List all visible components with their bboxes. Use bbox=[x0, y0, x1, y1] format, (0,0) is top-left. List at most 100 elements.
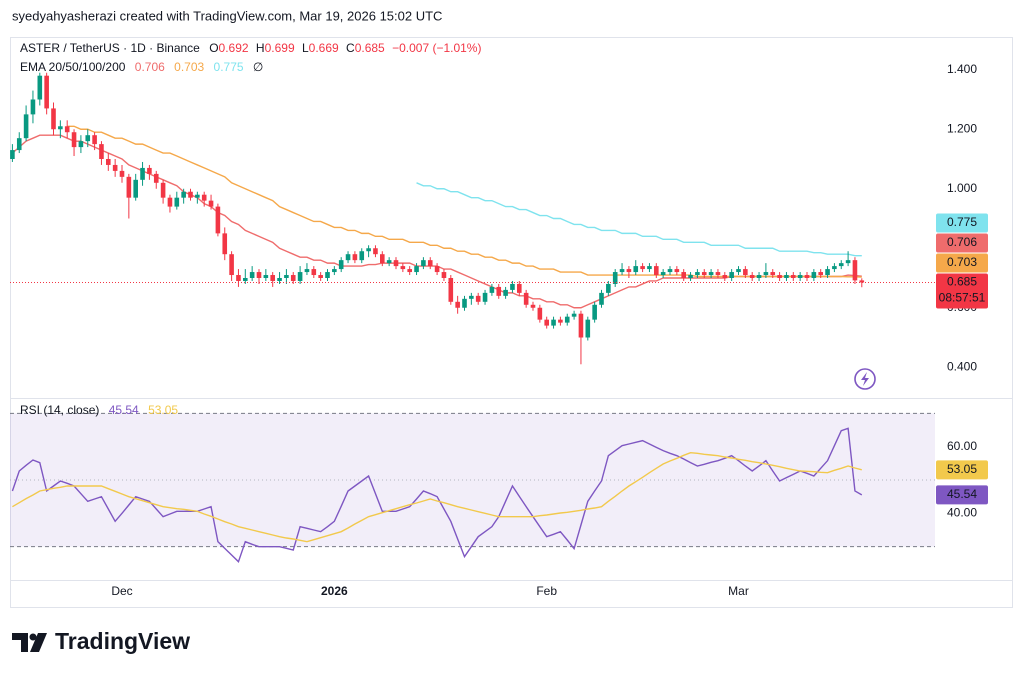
logo-shape bbox=[12, 633, 28, 652]
candle-body bbox=[667, 269, 673, 273]
ema-legend: EMA 20/50/100/200 0.706 0.703 0.775 ∅ bbox=[20, 60, 263, 74]
ema-value: 0.706 bbox=[135, 60, 165, 74]
rsi-value: 45.54 bbox=[109, 403, 139, 417]
candle-body bbox=[825, 269, 830, 276]
close-value: 0.685 bbox=[355, 41, 385, 55]
candle-body bbox=[852, 260, 858, 281]
indicator-badge bbox=[936, 460, 988, 480]
candle-body bbox=[352, 254, 358, 261]
candle-body bbox=[270, 275, 275, 281]
candle-body bbox=[297, 272, 303, 281]
y-tick-label: 1.000 bbox=[947, 181, 977, 195]
candle-body bbox=[147, 167, 152, 174]
candle-body bbox=[119, 170, 125, 177]
low-value: 0.669 bbox=[309, 41, 339, 55]
ohlc-letter: H bbox=[256, 41, 265, 55]
candle-body bbox=[421, 260, 426, 267]
candle-body bbox=[818, 272, 823, 276]
chart-frame bbox=[10, 37, 1013, 608]
candle-body bbox=[140, 167, 145, 180]
candle-body bbox=[304, 269, 310, 273]
rsi-ma-value: 53.05 bbox=[148, 403, 178, 417]
candle-body bbox=[832, 266, 837, 270]
candle-body bbox=[71, 132, 77, 148]
candle-body bbox=[263, 275, 269, 278]
candle-body bbox=[434, 266, 440, 273]
x-tick-label: Dec bbox=[111, 584, 132, 598]
candle-body bbox=[558, 319, 563, 323]
indicator-badge-label: 0.703 bbox=[947, 255, 977, 269]
candle-body bbox=[133, 179, 138, 198]
candle-body bbox=[701, 272, 707, 276]
candle-body bbox=[23, 114, 29, 139]
header: syedyahyasherazi created with TradingVie… bbox=[12, 8, 442, 23]
alert-icon[interactable] bbox=[854, 368, 876, 390]
ema-title: EMA 20/50/100/200 bbox=[20, 60, 126, 74]
candle-body bbox=[249, 272, 255, 278]
candle-body bbox=[427, 260, 433, 267]
candle-body bbox=[400, 266, 406, 270]
candle-body bbox=[626, 269, 632, 273]
logo-shape bbox=[29, 633, 37, 641]
candle-body bbox=[619, 269, 625, 273]
candle-body bbox=[92, 135, 97, 145]
indicator-badge-label: 0.706 bbox=[947, 235, 977, 249]
ema-value: 0.703 bbox=[174, 60, 204, 74]
candle-body bbox=[482, 292, 488, 302]
candle-body bbox=[325, 272, 330, 278]
indicator-badge bbox=[936, 485, 988, 505]
candle-body bbox=[469, 295, 474, 299]
candle-body bbox=[551, 319, 556, 326]
candle-body bbox=[112, 164, 118, 171]
price-badge bbox=[936, 273, 988, 309]
alert-bolt bbox=[861, 372, 869, 386]
indicator-badge bbox=[936, 213, 988, 233]
candle-body bbox=[756, 275, 762, 278]
candle-body bbox=[455, 301, 460, 308]
candle-body bbox=[510, 283, 515, 290]
candle-body bbox=[188, 191, 193, 198]
candle-body bbox=[517, 283, 522, 293]
price-legend: ASTER / TetherUS · 1D · Binance O0.692 H… bbox=[20, 41, 481, 55]
candle-body bbox=[674, 269, 680, 273]
candle-body bbox=[174, 197, 180, 207]
candle-body bbox=[660, 272, 666, 276]
y-tick-label: 0.400 bbox=[947, 359, 977, 373]
change-label: −0.007 (−1.01%) bbox=[392, 41, 481, 55]
ema-missing: ∅ bbox=[253, 60, 263, 74]
candle-body bbox=[462, 298, 467, 308]
candle-body bbox=[523, 292, 529, 305]
candle-body bbox=[777, 275, 782, 278]
candle-body bbox=[681, 272, 686, 278]
candle-body bbox=[10, 150, 15, 159]
indicator-line bbox=[416, 182, 862, 257]
candle-body bbox=[791, 275, 796, 278]
logo-shape bbox=[30, 633, 47, 652]
candle-body bbox=[58, 126, 63, 130]
candle-body bbox=[585, 319, 591, 338]
candle-body bbox=[64, 126, 70, 133]
candle-body bbox=[290, 275, 296, 281]
candle-body bbox=[256, 272, 262, 278]
candle-body bbox=[85, 135, 91, 142]
candle-body bbox=[208, 200, 214, 207]
candle-body bbox=[592, 304, 597, 320]
candle-body bbox=[386, 260, 392, 264]
logo-text: TradingView bbox=[55, 628, 190, 654]
rsi-title: RSI (14, close) bbox=[20, 403, 99, 417]
candle-body bbox=[811, 272, 817, 278]
candle-body bbox=[489, 286, 495, 293]
candle-body bbox=[503, 289, 508, 296]
price-badge-label: 0.685 bbox=[947, 275, 977, 289]
candle-body bbox=[229, 254, 234, 276]
candle-body bbox=[44, 75, 49, 109]
candle-body bbox=[475, 295, 481, 302]
candle-body bbox=[359, 251, 365, 261]
ohlc-letter: C bbox=[346, 41, 355, 55]
candle-body bbox=[743, 269, 748, 276]
candle-body bbox=[845, 260, 851, 264]
indicator-badge bbox=[936, 233, 988, 253]
candle-body bbox=[78, 141, 84, 148]
candle-body bbox=[564, 316, 570, 323]
